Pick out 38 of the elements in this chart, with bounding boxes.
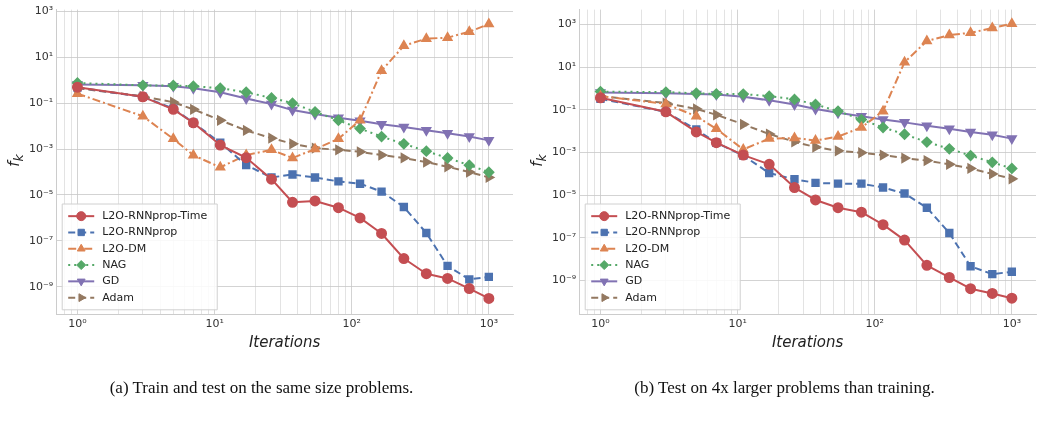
y-tick-label: 10⁻⁷ [28, 233, 54, 247]
y-tick-label: 10¹ [34, 50, 54, 64]
legend-label: GD [102, 274, 120, 288]
y-tick-label: 10⁻¹ [28, 96, 54, 110]
y-tick-label: 10⁻³ [28, 141, 54, 155]
y-tick-label: 10⁻⁹ [551, 273, 577, 287]
y-tick-label: 10³ [557, 17, 577, 31]
x-tick-label: 10¹ [205, 317, 224, 331]
legend-label: L2O-RNNprop [102, 225, 178, 239]
legend-label: L2O-RNNprop-Time [102, 209, 208, 223]
text: (b) Test on 4x larger problems than training. [633, 378, 936, 398]
y-tick-label: 10⁻⁷ [551, 230, 577, 244]
y-tick-label: 10⁻¹ [551, 102, 577, 116]
legend-label: L2O-DM [102, 241, 147, 255]
x-tick-label: 10³ [1002, 317, 1022, 331]
x-tick-label: 10³ [479, 317, 499, 331]
x-tick-label: 10² [342, 317, 361, 331]
x-axis-title: Iterations [248, 332, 321, 351]
y-tick-label: 10⁻³ [551, 145, 577, 159]
x-axis-title: Iterations [771, 332, 844, 351]
y-tick-label: 10³ [34, 4, 54, 18]
x-tick-label: 10⁰ [591, 317, 611, 331]
y-tick-label: 10⁻⁵ [28, 187, 54, 201]
legend-label: NAG [625, 257, 650, 271]
y-tick-label: 10⁻⁵ [551, 188, 577, 202]
y-tick-label: 10¹ [557, 60, 577, 74]
legend-label: L2O-RNNprop [625, 225, 701, 239]
x-tick-label: 10¹ [728, 317, 747, 331]
legend-label: Adam [625, 290, 657, 304]
x-tick-label: 10⁰ [68, 317, 88, 331]
legend-label: NAG [102, 257, 127, 271]
legend-label: Adam [102, 290, 134, 304]
text: (a) Train and test on the same size problems. [108, 378, 415, 398]
y-tick-label: 10⁻⁹ [28, 279, 54, 293]
legend-label: L2O-DM [625, 241, 670, 255]
legend-label: GD [625, 274, 643, 288]
legend-label: L2O-RNNprop-Time [625, 209, 731, 223]
x-tick-label: 10² [865, 317, 884, 331]
